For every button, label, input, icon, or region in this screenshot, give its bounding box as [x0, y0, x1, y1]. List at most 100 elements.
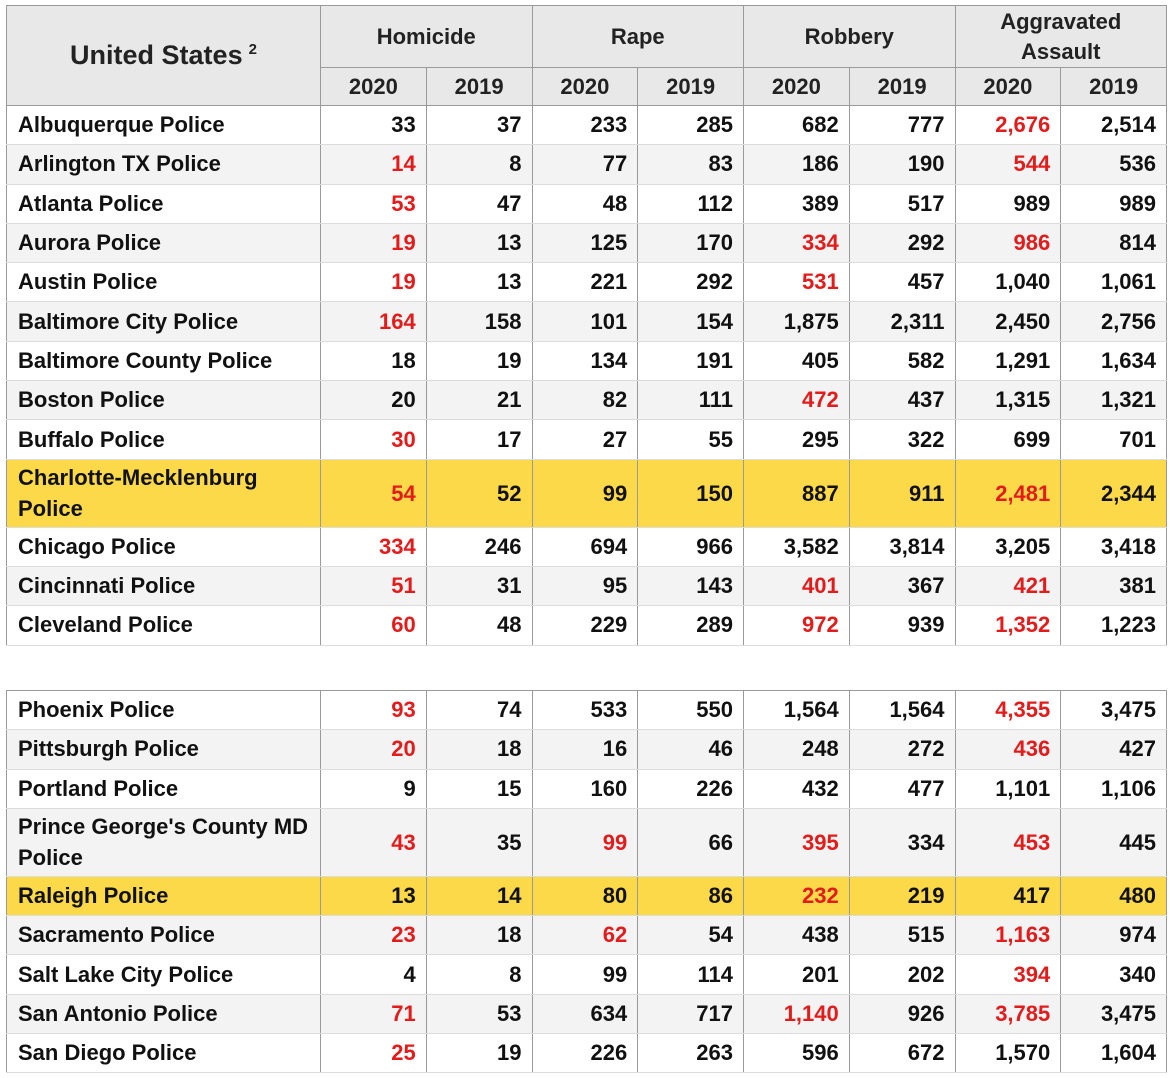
value-cell: 292 [637, 262, 745, 303]
table-row: San Diego Police 25 19 226 263 596 672 1,570 1,6… [6, 1033, 1167, 1074]
value-cell: 232 [743, 876, 850, 917]
value-cell: 20 [320, 380, 427, 421]
value-cell: 48 [425, 605, 533, 646]
value-cell: 19 [425, 1033, 533, 1074]
value-cell: 51 [320, 566, 427, 607]
value-cell: 8 [425, 144, 533, 185]
value-cell: 53 [425, 994, 533, 1035]
value-cell: 777 [848, 105, 956, 146]
year-header: 2019 [425, 67, 533, 106]
value-cell: 95 [531, 566, 639, 607]
value-cell: 340 [1060, 954, 1167, 995]
value-cell: 1,040 [954, 262, 1062, 303]
value-cell: 99 [531, 808, 639, 877]
value-cell: 334 [743, 223, 850, 264]
year-header: 2020 [531, 67, 639, 106]
value-cell: 515 [848, 915, 956, 956]
value-cell: 86 [637, 876, 744, 917]
value-cell: 334 [848, 808, 956, 877]
value-cell: 20 [320, 729, 427, 770]
agency-name: Buffalo Police [6, 419, 321, 460]
value-cell: 1,291 [954, 341, 1062, 382]
value-cell: 517 [848, 184, 956, 224]
value-cell: 1,634 [1060, 341, 1168, 382]
value-cell: 226 [531, 1033, 639, 1074]
value-cell: 814 [1060, 223, 1168, 264]
crime-table-top: United States 2 Homicide Rape Robbery Agg… [6, 5, 1168, 646]
value-cell: 717 [637, 994, 744, 1035]
value-cell: 3,582 [743, 527, 850, 567]
agency-name: Raleigh Police [6, 876, 321, 917]
value-cell: 101 [531, 301, 639, 342]
table-row: Austin Police 19 13 221 292 531 457 1,040 1,061 [6, 262, 1168, 303]
table-body-bottom: Phoenix Police 93 74 533 550 1,564 1,564 4,355 3… [6, 689, 1167, 1074]
value-cell: 17 [425, 419, 533, 460]
value-cell: 1,564 [848, 689, 956, 731]
value-cell: 477 [848, 769, 956, 809]
header-rape: Rape [531, 5, 745, 68]
value-cell: 989 [1060, 184, 1168, 224]
value-cell: 170 [637, 223, 745, 264]
value-cell: 221 [531, 262, 639, 303]
value-cell: 1,875 [743, 301, 850, 342]
value-cell: 1,315 [954, 380, 1062, 421]
value-cell: 62 [531, 915, 639, 956]
agency-name: Phoenix Police [6, 689, 321, 731]
value-cell: 911 [848, 459, 956, 528]
table-row: Salt Lake City Police 4 8 99 114 201 202 394 340 [6, 954, 1167, 995]
value-cell: 966 [637, 527, 745, 567]
value-cell: 21 [425, 380, 533, 421]
value-cell: 531 [743, 262, 850, 303]
value-cell: 83 [637, 144, 745, 185]
value-cell: 2,514 [1060, 105, 1168, 146]
value-cell: 4,355 [954, 689, 1062, 731]
value-cell: 972 [743, 605, 850, 646]
crime-table-bottom: Phoenix Police 93 74 533 550 1,564 1,564 4,355 3… [6, 689, 1167, 1074]
value-cell: 111 [637, 380, 745, 421]
header-homicide: Homicide [320, 5, 533, 68]
year-header: 2020 [954, 67, 1062, 106]
value-cell: 272 [848, 729, 956, 770]
value-cell: 160 [531, 769, 639, 809]
agency-name: Chicago Police [6, 527, 321, 567]
value-cell: 550 [637, 689, 744, 731]
value-cell: 233 [531, 105, 639, 146]
value-cell: 30 [320, 419, 427, 460]
agency-name: Aurora Police [6, 223, 321, 264]
value-cell: 53 [320, 184, 427, 224]
value-cell: 322 [848, 419, 956, 460]
value-cell: 52 [425, 459, 533, 528]
value-cell: 694 [531, 527, 639, 567]
value-cell: 3,475 [1060, 994, 1167, 1035]
value-cell: 2,450 [954, 301, 1062, 342]
value-cell: 926 [848, 994, 956, 1035]
value-cell: 190 [848, 144, 956, 185]
year-header: 2020 [743, 67, 850, 106]
value-cell: 13 [425, 223, 533, 264]
year-header: 2020 [320, 67, 427, 106]
value-cell: 3,205 [954, 527, 1062, 567]
value-cell: 395 [743, 808, 850, 877]
table-row: Baltimore County Police 18 19 134 191 405 582 1… [6, 341, 1168, 382]
value-cell: 19 [425, 341, 533, 382]
value-cell: 682 [743, 105, 850, 146]
agency-name: Baltimore City Police [6, 301, 321, 342]
value-cell: 13 [320, 876, 427, 917]
value-cell: 47 [425, 184, 533, 224]
value-cell: 31 [425, 566, 533, 607]
value-cell: 405 [743, 341, 850, 382]
value-cell: 381 [1060, 566, 1168, 607]
table-row: Atlanta Police 53 47 48 112 389 517 989 989 [6, 184, 1168, 224]
value-cell: 457 [848, 262, 956, 303]
value-cell: 25 [320, 1033, 427, 1074]
value-cell: 74 [425, 689, 533, 731]
value-cell: 2,344 [1060, 459, 1168, 528]
table-row: Aurora Police 19 13 125 170 334 292 986 814 [6, 223, 1168, 264]
value-cell: 986 [954, 223, 1062, 264]
value-cell: 1,106 [1060, 769, 1167, 809]
value-cell: 158 [425, 301, 533, 342]
value-cell: 13 [425, 262, 533, 303]
value-cell: 472 [743, 380, 850, 421]
table-row: Portland Police 9 15 160 226 432 477 1,101 1,106 [6, 769, 1167, 809]
table-row: Sacramento Police 23 18 62 54 438 515 1,163 974 [6, 915, 1167, 956]
